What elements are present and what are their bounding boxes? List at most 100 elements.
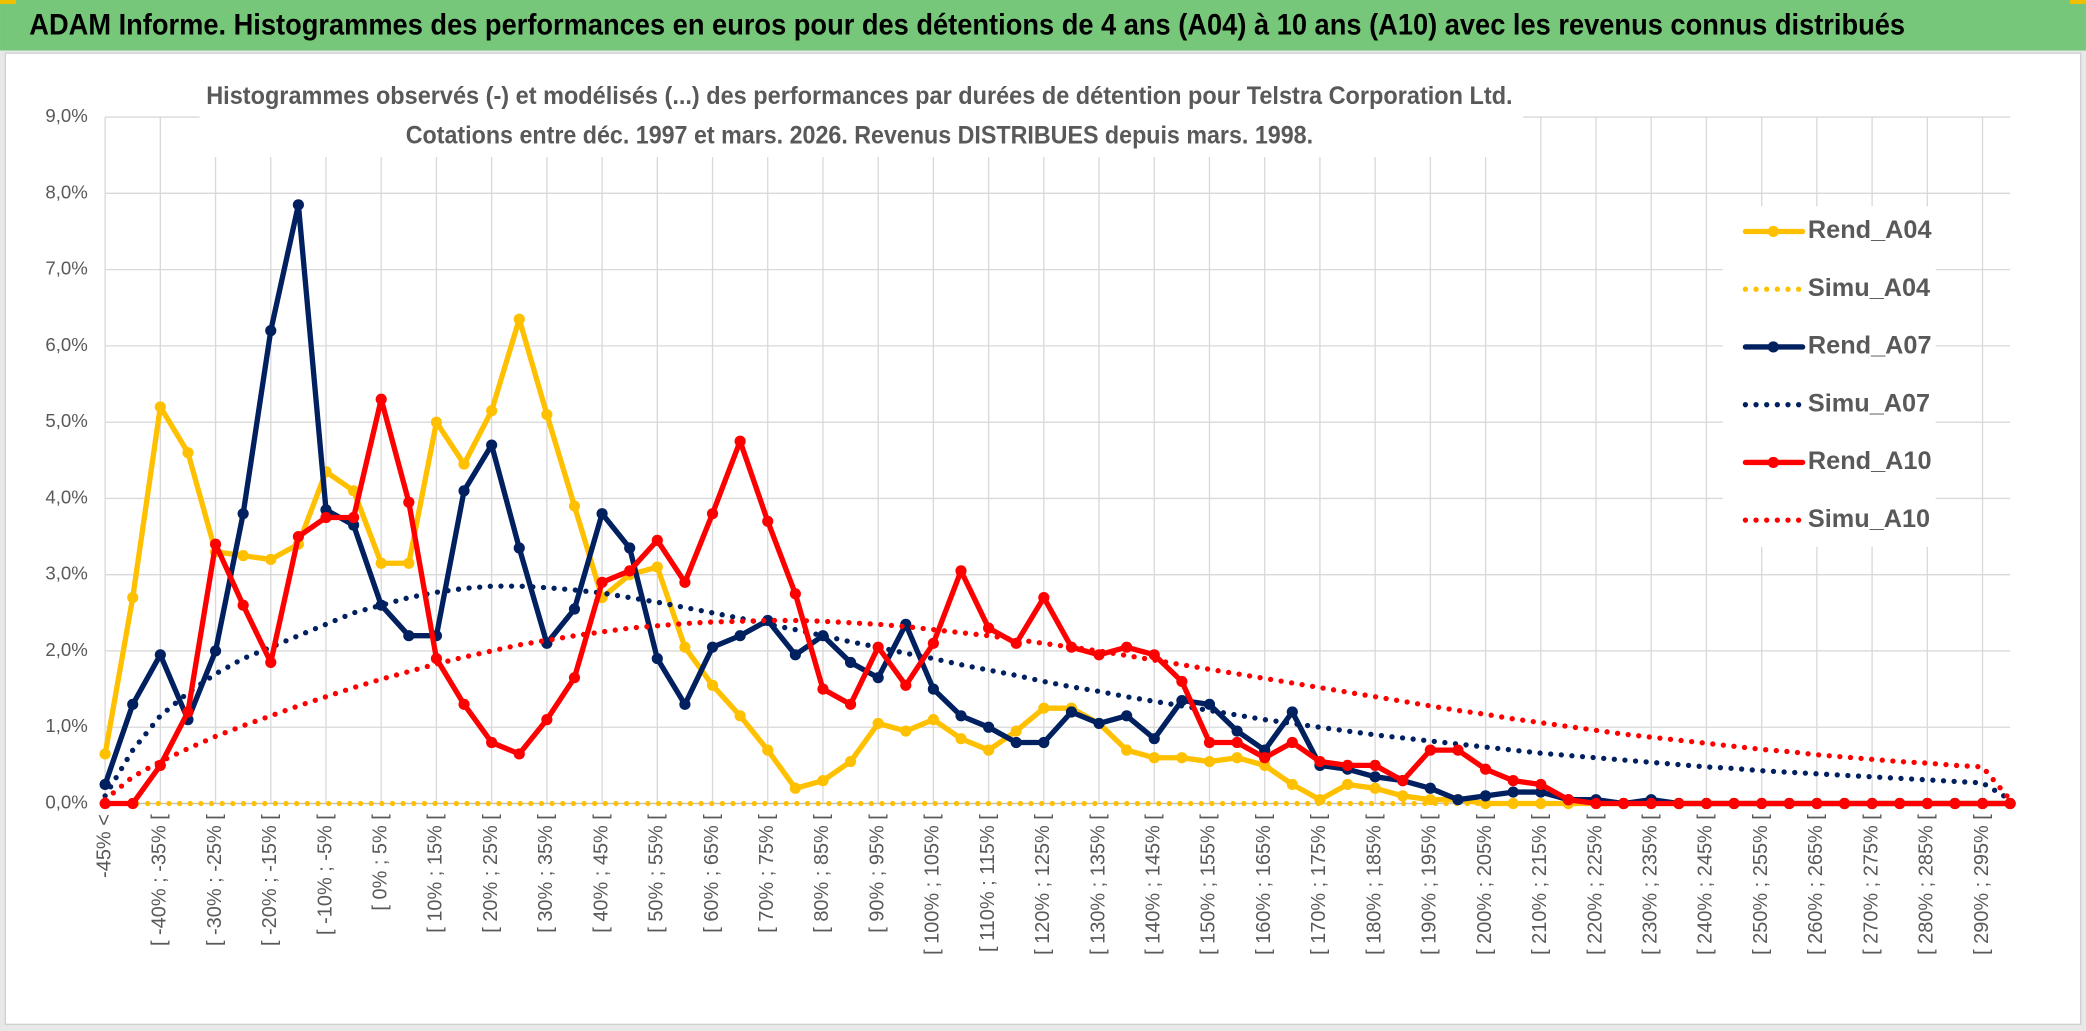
data-point [1259, 752, 1271, 764]
data-point [927, 637, 939, 649]
data-point [624, 565, 636, 577]
y-tick-label: 4,0% [45, 486, 87, 507]
data-point [1286, 706, 1298, 718]
data-point [817, 683, 829, 695]
data-point [1590, 797, 1602, 810]
legend-label: Rend_A10 [1808, 447, 1932, 475]
data-point [154, 401, 166, 413]
data-point [375, 557, 387, 569]
x-tick-label: [ -30% ; -25% [ [204, 814, 226, 946]
data-point [734, 710, 746, 722]
data-point [679, 576, 691, 588]
data-point [1507, 797, 1519, 810]
x-tick-label: -45% < [93, 814, 115, 878]
data-point [1231, 725, 1243, 737]
data-point [403, 630, 415, 642]
data-point [486, 736, 498, 749]
data-point [1397, 790, 1409, 802]
legend-marker [1767, 225, 1779, 238]
data-point [486, 405, 498, 417]
data-point [624, 542, 636, 554]
data-point [679, 698, 691, 710]
x-tick-label: [ 280% ; 285% [ [1916, 814, 1938, 955]
data-point [1341, 778, 1354, 791]
data-point [403, 496, 415, 508]
data-point [99, 748, 111, 760]
data-point [872, 641, 884, 653]
data-point [1507, 775, 1519, 787]
x-tick-label: [ 120% ; 125% [ [1032, 814, 1054, 955]
data-point [706, 641, 719, 653]
data-point [1921, 797, 1933, 810]
data-point [209, 538, 222, 550]
data-point [1811, 797, 1823, 810]
data-point [1976, 797, 1989, 810]
data-point [1121, 641, 1133, 653]
data-point [1424, 744, 1436, 756]
data-point [1038, 702, 1050, 714]
data-point [955, 710, 967, 722]
data-point [265, 553, 277, 566]
x-tick-label: [ 0% ; 5% [ [369, 814, 391, 911]
data-point [1949, 797, 1961, 810]
data-point [1673, 797, 1685, 810]
x-tick-label: [ 170% ; 175% [ [1308, 814, 1330, 955]
data-point [1369, 771, 1381, 783]
x-tick-label: [ 110% ; 115% [ [977, 814, 999, 952]
data-point [209, 645, 222, 657]
data-point [651, 653, 663, 665]
y-tick-label: 0,0% [45, 791, 87, 812]
data-point [541, 408, 553, 421]
data-point [1314, 755, 1326, 768]
data-point [1010, 725, 1022, 737]
data-point [1176, 694, 1188, 707]
data-point [1093, 717, 1105, 730]
data-point [182, 706, 194, 718]
data-point [1645, 797, 1657, 810]
data-point [1231, 736, 1243, 749]
data-point [1756, 797, 1768, 810]
data-point [568, 603, 581, 615]
legend-box [1722, 206, 1936, 547]
y-tick-label: 6,0% [45, 334, 87, 355]
x-tick-label: [ 250% ; 255% [ [1750, 814, 1772, 955]
x-tick-label: [ 260% ; 265% [ [1805, 814, 1827, 955]
data-point [1783, 797, 1795, 810]
data-point [292, 199, 304, 211]
data-point [1341, 759, 1354, 771]
data-point [1148, 733, 1160, 745]
data-point [762, 515, 774, 527]
x-tick-label: [ 20% ; 25% [ [480, 814, 502, 933]
data-point [458, 485, 470, 497]
data-point [844, 755, 857, 768]
data-point [1452, 744, 1464, 756]
x-tick-label: [ 60% ; 65% [ [701, 814, 723, 933]
legend-label: Simu_A10 [1808, 505, 1930, 533]
data-point [1369, 782, 1381, 794]
data-point [1728, 797, 1740, 810]
data-point [844, 656, 857, 668]
data-point [844, 698, 857, 710]
data-point [983, 721, 995, 733]
x-tick-label: [ 100% ; 105% [ [922, 814, 944, 955]
y-tick-label: 2,0% [45, 639, 87, 660]
data-point [127, 797, 139, 810]
data-point [734, 435, 746, 447]
series-line [102, 617, 2013, 803]
data-point [1176, 752, 1188, 764]
x-tick-label: [ 70% ; 75% [ [756, 814, 778, 933]
data-point [789, 649, 801, 661]
x-tick-label: [ 10% ; 15% [ [425, 814, 447, 933]
y-tick-label: 7,0% [45, 258, 87, 279]
data-point [651, 561, 663, 573]
legend-label: Rend_A04 [1808, 216, 1932, 244]
header-bar [0, 0, 2086, 51]
data-point [872, 672, 884, 684]
chart-title: Histogrammes observés (-) et modélisés (… [206, 82, 1512, 110]
x-tick-label: [ 160% ; 165% [ [1253, 814, 1275, 955]
data-point [1700, 797, 1713, 810]
data-point [1121, 710, 1133, 722]
data-point [99, 797, 111, 810]
legend-marker [1767, 456, 1779, 469]
